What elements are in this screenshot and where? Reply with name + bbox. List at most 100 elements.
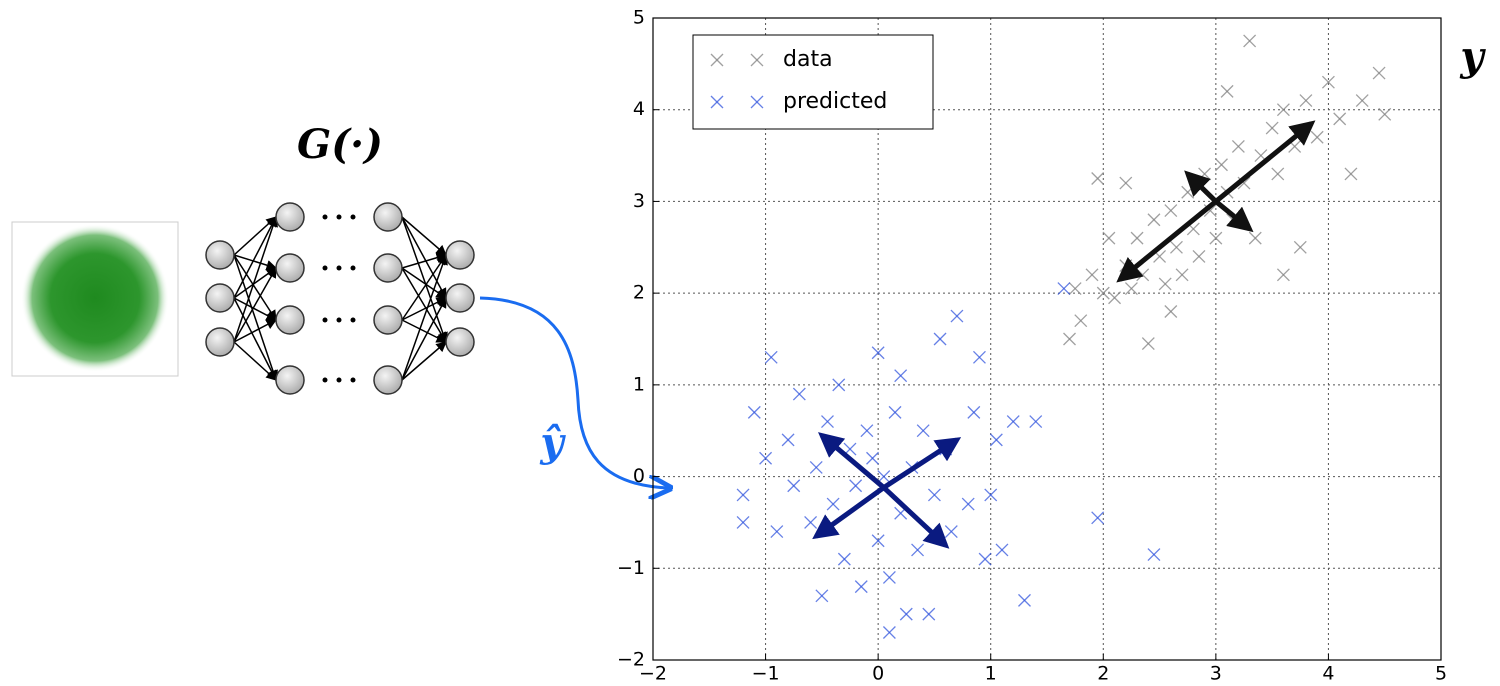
point <box>1221 85 1233 97</box>
point <box>1300 95 1312 107</box>
ellipsis-dot <box>337 215 342 220</box>
node <box>374 366 402 394</box>
point <box>1092 173 1104 185</box>
ellipsis-dot <box>323 215 328 220</box>
point <box>850 480 862 492</box>
point <box>900 608 912 620</box>
node <box>206 241 234 269</box>
point <box>1193 250 1205 262</box>
principal-axis <box>884 440 957 488</box>
network <box>206 203 474 394</box>
point <box>1086 269 1098 281</box>
point <box>968 406 980 418</box>
ellipsis-dot <box>323 266 328 271</box>
point <box>838 553 850 565</box>
node <box>276 203 304 231</box>
point <box>771 526 783 538</box>
point <box>1159 278 1171 290</box>
point <box>1170 241 1182 253</box>
point <box>810 461 822 473</box>
point <box>1272 168 1284 180</box>
ellipsis-dot <box>337 318 342 323</box>
ellipsis-dot <box>337 266 342 271</box>
x-tick-label: 1 <box>985 663 997 685</box>
point <box>1232 140 1244 152</box>
point <box>765 351 777 363</box>
point <box>1165 305 1177 317</box>
ellipsis-dot <box>351 378 356 383</box>
y-tick-label: −1 <box>617 557 645 579</box>
point <box>861 425 873 437</box>
node <box>206 328 234 356</box>
point <box>1137 269 1149 281</box>
node <box>276 254 304 282</box>
point <box>827 498 839 510</box>
ellipsis-dot <box>337 378 342 383</box>
point <box>1120 177 1132 189</box>
point <box>1176 269 1188 281</box>
point <box>782 434 794 446</box>
node <box>374 203 402 231</box>
point <box>816 590 828 602</box>
point <box>996 544 1008 556</box>
principal-axis <box>822 435 884 487</box>
point <box>1069 283 1081 295</box>
legend: data predicted <box>693 35 933 129</box>
generator-label: G(·) <box>297 121 383 168</box>
point <box>1148 549 1160 561</box>
point <box>951 310 963 322</box>
noise-image <box>12 222 178 376</box>
x-tick-label: −1 <box>752 663 780 685</box>
x-tick-label: 5 <box>1435 663 1447 685</box>
point <box>1018 594 1030 606</box>
x-tick-label: 0 <box>872 663 884 685</box>
point <box>1131 232 1143 244</box>
y-tick-label: −2 <box>617 649 645 671</box>
legend-label: data <box>783 47 833 72</box>
node <box>276 306 304 334</box>
principal-axis <box>1216 201 1250 229</box>
point <box>934 333 946 345</box>
point <box>1266 122 1278 134</box>
y-tick-label: 1 <box>633 373 645 395</box>
y-tick-label: 4 <box>633 98 645 120</box>
point <box>1125 283 1137 295</box>
point <box>805 516 817 528</box>
legend-label: predicted <box>783 89 887 114</box>
point <box>1142 338 1154 350</box>
node <box>374 306 402 334</box>
point <box>889 406 901 418</box>
point <box>895 370 907 382</box>
point <box>883 571 895 583</box>
point <box>990 434 1002 446</box>
point <box>1373 67 1385 79</box>
point <box>928 489 940 501</box>
point <box>1249 232 1261 244</box>
node <box>446 241 474 269</box>
point <box>1334 113 1346 125</box>
point <box>867 452 879 464</box>
point <box>821 416 833 428</box>
point <box>737 489 749 501</box>
node <box>276 366 304 394</box>
ellipsis-dot <box>323 318 328 323</box>
ellipsis-dot <box>351 318 356 323</box>
point <box>1092 512 1104 524</box>
node <box>446 328 474 356</box>
x-tick-label: 4 <box>1322 663 1334 685</box>
point <box>1064 333 1076 345</box>
point <box>979 553 991 565</box>
prediction-label: ŷ <box>539 419 566 466</box>
point <box>1075 315 1087 327</box>
point <box>737 516 749 528</box>
point <box>883 626 895 638</box>
point <box>1165 205 1177 217</box>
point <box>855 581 867 593</box>
point <box>973 351 985 363</box>
point <box>1148 214 1160 226</box>
x-tick-label: 3 <box>1210 663 1222 685</box>
point <box>1007 416 1019 428</box>
figure: G(·) ŷ y −2−1012345−2−1012345datapredict… <box>0 0 1500 686</box>
point <box>1030 416 1042 428</box>
